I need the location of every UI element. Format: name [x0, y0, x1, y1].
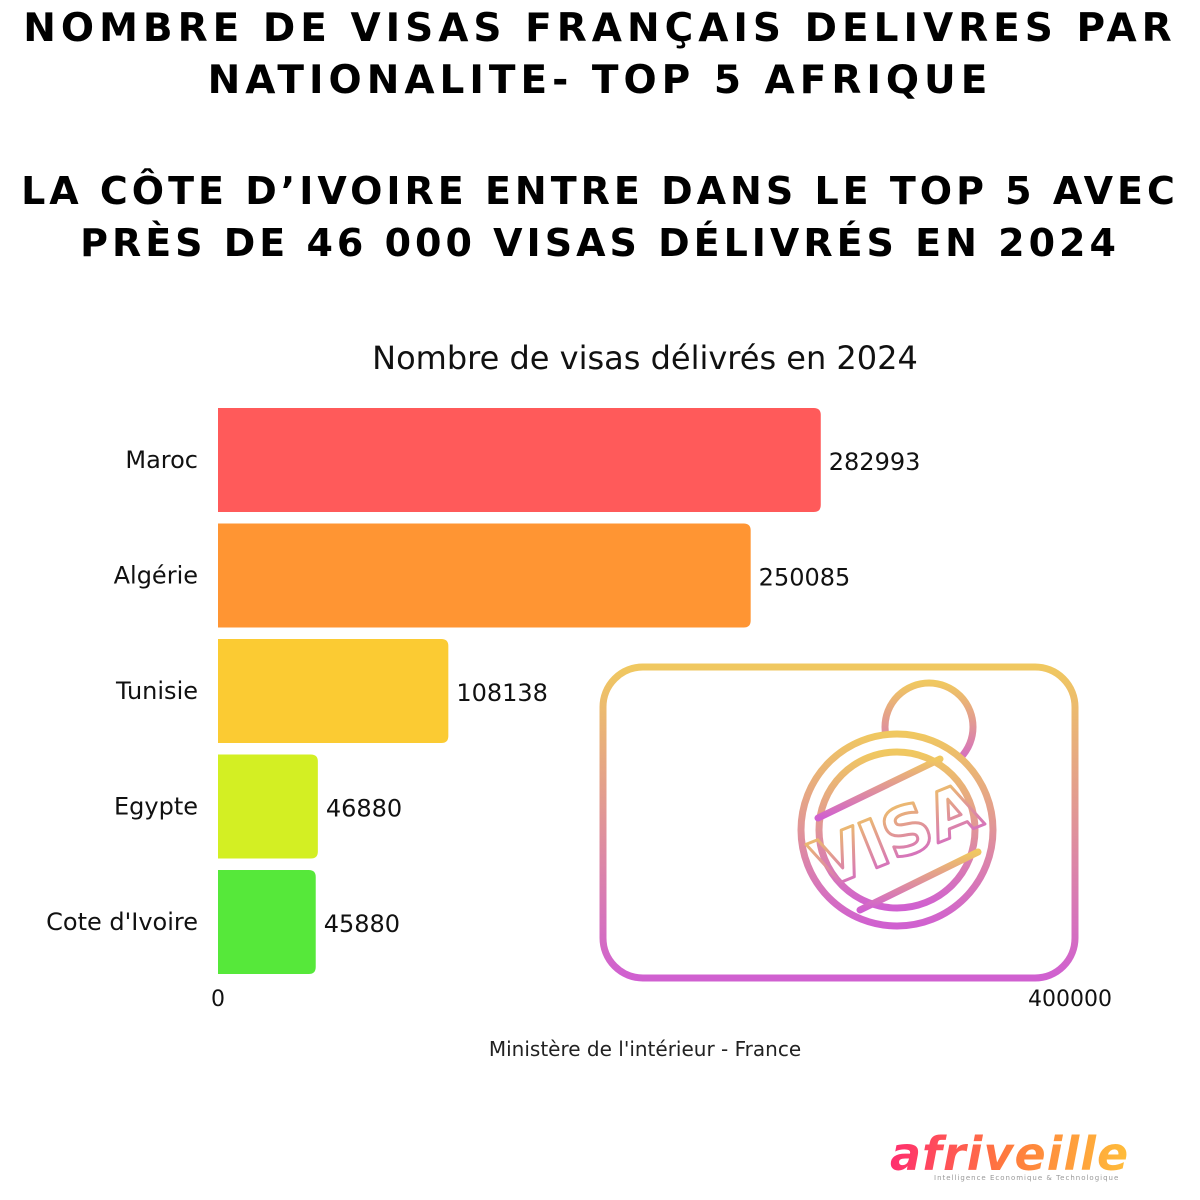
bar-value-label: 282993: [829, 448, 921, 476]
bar-value-label: 46880: [326, 795, 402, 823]
source-note: Ministère de l'intérieur - France: [488, 1037, 802, 1061]
bar-2: [218, 639, 449, 743]
bar-chart: Nombre de visas délivrés en 2024 Maroc 28…: [46, 339, 1112, 1012]
bar-3: [218, 754, 318, 859]
visa-document-outline: [599, 663, 1079, 982]
page-title-line-1: NOMBRE DE VISAS FRANÇAIS DELIVRES PAR: [23, 6, 1177, 51]
category-label: Maroc: [125, 446, 198, 474]
bar-value-label: 108138: [456, 679, 548, 707]
bar-value-label: 45880: [324, 910, 400, 938]
visa-stamp-inner: [815, 748, 979, 912]
x-tick-label: 400000: [1028, 987, 1112, 1012]
visa-stamp-band: [856, 848, 982, 914]
brand-logo-text: afriveille: [890, 1128, 1150, 1180]
brand-logo-tagline: Intelligence Economique & Technologique: [934, 1174, 1120, 1182]
bar-value-label: 250085: [759, 564, 851, 592]
bars-layer: Maroc 282993 Algérie 250085 Tunisie 108138 Egy…: [46, 408, 920, 974]
bar-4: [218, 870, 316, 974]
visa-stamp-band: [814, 755, 944, 822]
bar-0: [218, 408, 821, 512]
visa-document-icon: VISA: [599, 663, 1079, 982]
brand-logo: afriveille Intelligence Economique & Tec…: [890, 1128, 1150, 1182]
category-label: Algérie: [114, 562, 198, 590]
category-label: Cote d'Ivoire: [46, 908, 198, 936]
page-title-line-2: NATIONALITE- TOP 5 AFRIQUE: [207, 58, 993, 103]
category-label: Tunisie: [115, 677, 198, 705]
category-label: Egypte: [114, 793, 198, 821]
x-tick-label: 0: [211, 987, 225, 1012]
chart-title: Nombre de visas délivrés en 2024: [372, 339, 918, 377]
visa-stamp-outer: [797, 730, 997, 930]
page-subtitle-line-1: LA CÔTE D’IVOIRE ENTRE DANS LE TOP 5 AVE…: [21, 169, 1179, 213]
page-subtitle-line-2: PRÈS DE 46 000 VISAS DÉLIVRÉS EN 2024: [80, 221, 1120, 265]
bar-1: [218, 523, 751, 628]
